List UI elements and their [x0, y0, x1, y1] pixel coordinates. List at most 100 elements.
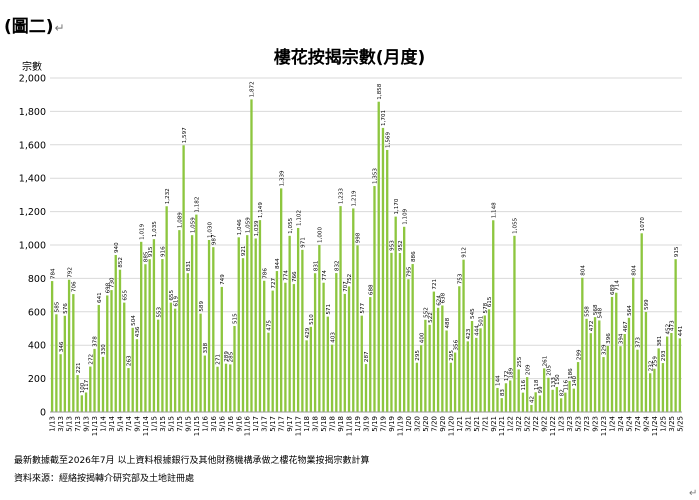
x-tick-label: 7/17 — [278, 416, 286, 432]
value-label: 707 — [343, 281, 349, 292]
value-label: 140 — [572, 376, 578, 387]
bar-7/22 — [534, 392, 537, 412]
x-tick-label: 5/18 — [320, 416, 328, 432]
bar-2/23 — [564, 392, 567, 412]
bar-6/13 — [72, 294, 75, 412]
bar-3/23 — [568, 380, 571, 412]
value-label: 467 — [623, 321, 629, 332]
value-label: 515 — [233, 313, 239, 324]
bar-2/14 — [106, 295, 109, 412]
x-tick-label: 1/20 — [405, 416, 413, 432]
bar-10/20 — [445, 330, 448, 412]
bar-8/21 — [487, 309, 491, 412]
value-label: 971 — [301, 237, 307, 248]
value-label: 209 — [525, 364, 531, 375]
x-tick-label: 5/15 — [167, 416, 175, 432]
bar-11/18 — [347, 286, 351, 412]
value-label: 804 — [581, 265, 587, 276]
value-label: 1,219 — [351, 190, 357, 206]
value-label: 578 — [483, 302, 489, 313]
value-label: 619 — [173, 296, 179, 307]
bar-6/19 — [377, 101, 380, 413]
value-label: 585 — [55, 301, 61, 312]
value-label: 921 — [241, 245, 247, 256]
value-label: 940 — [114, 242, 120, 253]
x-tick-label: 11/22 — [549, 416, 557, 436]
value-label: 615 — [487, 296, 493, 307]
bar-2/22 — [513, 235, 516, 412]
value-label: 571 — [326, 304, 332, 315]
value-label: 272 — [89, 354, 95, 365]
x-tick-label: 1/13 — [49, 416, 57, 432]
bar-7/23 — [585, 318, 588, 412]
bar-10/23 — [598, 320, 601, 412]
value-label: 1,569 — [385, 132, 391, 148]
value-label: 522 — [428, 312, 434, 323]
bar-2/25 — [665, 336, 669, 412]
x-tick-label: 3/22 — [515, 416, 523, 432]
x-tick-label: 3/24 — [617, 415, 625, 431]
value-label: 99 — [538, 386, 544, 394]
value-label: 886 — [411, 251, 417, 262]
bar-2/19 — [360, 315, 363, 412]
value-label: 373 — [636, 337, 642, 348]
value-label: 1,102 — [296, 210, 302, 226]
bar-6/15 — [173, 308, 177, 412]
value-label: 83 — [500, 389, 506, 397]
value-label: 795 — [407, 266, 413, 277]
bar-2/21 — [462, 259, 465, 412]
x-tick-label: 7/18 — [329, 416, 337, 432]
value-label: 116 — [521, 380, 527, 391]
bar-10/24 — [649, 373, 652, 412]
value-label: 576 — [63, 303, 69, 314]
value-label: 400 — [419, 332, 425, 343]
bar-9/24 — [644, 311, 648, 412]
value-label: 1,039 — [254, 220, 260, 236]
value-label: 832 — [335, 260, 341, 271]
x-tick-label: 9/15 — [184, 416, 192, 432]
value-label: 144 — [496, 375, 502, 386]
bar-3/16 — [212, 247, 215, 412]
bar-12/16 — [250, 99, 253, 412]
bar-8/13 — [80, 395, 83, 412]
value-label: 42 — [530, 396, 536, 403]
bar-12/14 — [148, 259, 151, 412]
bar-5/25 — [678, 338, 682, 412]
value-label: 1,019 — [139, 223, 145, 239]
x-tick-label: 11/21 — [498, 416, 506, 436]
bar-11/15 — [195, 214, 198, 412]
y-tick-label: 400 — [28, 341, 46, 352]
bar-6/17 — [275, 271, 279, 412]
x-tick-label: 9/16 — [235, 415, 243, 431]
bar-12/23 — [606, 345, 609, 412]
value-label: 568 — [593, 304, 599, 315]
bar-5/21 — [475, 337, 478, 412]
x-tick-label: 11/13 — [91, 416, 99, 436]
value-label: 1,339 — [279, 170, 285, 186]
bar-1/24 — [610, 296, 614, 412]
value-label: 346 — [59, 341, 65, 352]
bar-11/14 — [144, 264, 147, 412]
bar-7/20 — [432, 291, 436, 412]
x-tick-label: 9/18 — [337, 416, 345, 432]
bar-9/19 — [390, 252, 393, 412]
x-tick-label: 3/19 — [363, 416, 371, 432]
value-label: 548 — [597, 307, 603, 318]
value-label: 599 — [644, 299, 650, 310]
value-label: 852 — [118, 257, 124, 268]
value-label: 1,233 — [339, 188, 345, 204]
bar-7/24 — [636, 349, 639, 412]
x-tick-label: 7/13 — [74, 416, 82, 432]
value-label: 232 — [648, 361, 654, 372]
value-label: 688 — [368, 284, 374, 295]
x-tick-label: 5/14 — [116, 415, 124, 431]
bar-9/16 — [237, 237, 240, 412]
x-tick-label: 3/17 — [261, 416, 269, 432]
bar-4/25 — [674, 259, 677, 412]
x-tick-label: 9/20 — [439, 416, 447, 432]
bar-4/23 — [572, 388, 575, 412]
value-label: 774 — [284, 270, 290, 281]
x-tick-label: 5/24 — [625, 415, 633, 431]
bar-5/17 — [271, 290, 274, 412]
